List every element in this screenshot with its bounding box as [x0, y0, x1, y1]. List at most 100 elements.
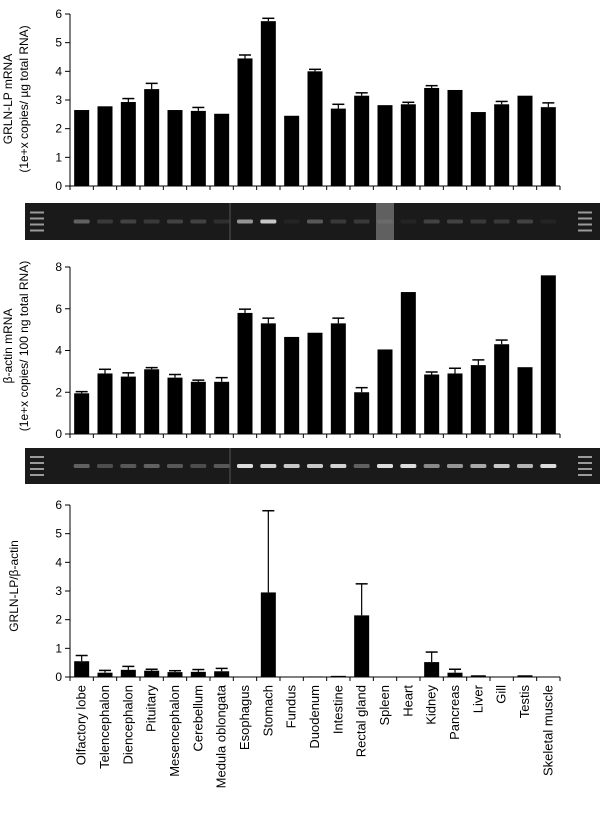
x-tick-label: Diencephalon	[120, 685, 135, 765]
gel-band	[190, 219, 207, 224]
bar	[517, 95, 533, 186]
bar	[307, 676, 323, 677]
gel-band	[237, 464, 253, 468]
bar	[330, 108, 346, 186]
bar	[74, 393, 90, 434]
gel-band	[353, 219, 370, 224]
x-tick-label: Pituitary	[144, 685, 159, 732]
ladder-band	[578, 229, 592, 232]
y-tick-label: 2	[55, 385, 62, 399]
y-tick-label: 2	[55, 613, 62, 627]
y-tick-label: 5	[55, 36, 62, 50]
x-tick-label: Liver	[470, 684, 485, 713]
bar	[237, 312, 253, 434]
ladder-band	[30, 211, 44, 214]
x-tick-label: Heart	[400, 685, 415, 717]
bar	[190, 671, 206, 677]
x-tick-label: Olfactory lobe	[74, 685, 89, 765]
y-tick-label: 0	[55, 670, 62, 684]
y-tick-label: 4	[55, 555, 62, 569]
ladder-band	[30, 217, 44, 220]
x-tick-label: Spleen	[377, 685, 392, 725]
bar	[377, 349, 393, 434]
gel-band	[517, 219, 533, 224]
gel-band	[73, 219, 90, 224]
bar	[214, 113, 230, 186]
bar	[97, 106, 113, 186]
y-tick-label: 5	[55, 527, 62, 541]
bar	[354, 392, 370, 434]
gel-smear	[376, 203, 394, 240]
gel-band	[493, 219, 510, 224]
gel-band	[213, 219, 230, 224]
bar	[400, 104, 416, 186]
bar	[540, 107, 556, 186]
gel-band	[237, 219, 253, 224]
x-tick-label: Mesencephalon	[167, 685, 182, 777]
ladder-band	[30, 223, 44, 226]
bar	[74, 110, 90, 186]
ladder-band	[578, 462, 592, 464]
gel-band	[517, 464, 533, 468]
ladder-band	[30, 468, 44, 470]
y-tick-label: 0	[55, 179, 62, 193]
bar	[307, 71, 323, 186]
bar	[120, 669, 136, 677]
ladder-band	[30, 474, 44, 476]
gel-band	[330, 219, 347, 224]
bar	[354, 615, 370, 677]
bar	[167, 377, 183, 434]
gel-band	[120, 464, 137, 468]
bar	[424, 662, 440, 677]
gel-band	[540, 219, 557, 224]
gel-background	[25, 203, 600, 240]
bar	[330, 675, 346, 677]
bar	[494, 344, 510, 434]
x-tick-label: Skeletal muscle	[540, 685, 555, 776]
bar	[190, 381, 206, 434]
gel-band	[447, 219, 463, 224]
bar	[237, 58, 253, 186]
bar	[120, 102, 136, 186]
gel-band	[73, 464, 90, 468]
bar	[260, 592, 276, 677]
gel-image-beta-actin	[25, 448, 600, 484]
x-axis-tissue-labels: Olfactory lobe Telencephalon Diencephalon P…	[74, 684, 556, 788]
bar	[470, 112, 486, 186]
x-tick-label: Rectal gland	[354, 685, 369, 757]
gel-band	[493, 464, 510, 468]
gel-band	[400, 219, 417, 224]
ladder-band	[30, 229, 44, 232]
ladder-band	[578, 211, 592, 214]
gel-band	[143, 464, 160, 468]
bar	[400, 292, 416, 434]
x-tick-label: Telencephalon	[97, 685, 112, 769]
x-tick-label: Pancreas	[447, 685, 462, 740]
bar	[424, 87, 440, 186]
bar	[97, 373, 113, 434]
gel-band	[377, 464, 393, 468]
gel-band	[307, 219, 323, 224]
gel-band	[423, 219, 440, 224]
bar	[354, 95, 370, 186]
bar	[470, 365, 486, 434]
bar	[190, 110, 206, 186]
gel-band	[400, 464, 417, 468]
gel-band	[120, 219, 137, 224]
gel-band	[260, 464, 277, 468]
gel-band	[470, 464, 487, 468]
y-tick-label: 2	[55, 122, 62, 136]
gel-band	[283, 219, 300, 224]
y-tick-label: 6	[55, 302, 62, 316]
x-tick-label: Cerebellum	[190, 685, 205, 751]
panel-beta-actin-mrna: β-actin mRNA (1e+x copies/ 100 ng total …	[1, 260, 561, 441]
gel-band	[540, 464, 557, 468]
panel-grln-lp-mrna: GRLN-LP mRNA (1e+x copies/ µg total RNA)…	[1, 7, 561, 193]
gel-band	[213, 464, 230, 468]
gel-image-grln-lp	[25, 203, 600, 240]
bar	[97, 672, 113, 677]
panel-ratio: GRLN-LP/β-actin 0 1 2 3 4 5 6	[7, 498, 561, 684]
gel-band	[353, 464, 370, 468]
x-tick-label: Fundus	[284, 685, 299, 729]
y-axis-label-line2: (1e+x copies/ 100 ng total RNA)	[17, 261, 31, 431]
